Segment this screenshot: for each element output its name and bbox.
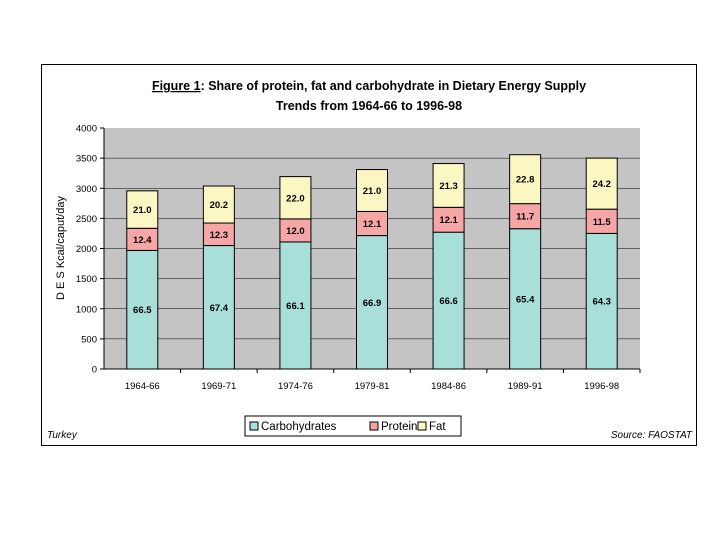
- legend-swatch-carbohydrates: [249, 421, 259, 431]
- source-note: Source: FAOSTAT: [611, 430, 693, 441]
- bar-segment-fat: [585, 157, 618, 210]
- bar-segment-carbohydrates: [432, 231, 465, 370]
- legend-box: [244, 415, 462, 437]
- bar-segment-carbohydrates: [509, 228, 542, 370]
- y-tick-label: 2000: [76, 244, 97, 255]
- x-tick-label: 1964-66: [125, 381, 160, 392]
- bar-stack-1989-91: 65.4 11.7 22.8: [509, 154, 542, 370]
- data-label-protein: 11.7: [516, 212, 534, 223]
- bar-segment-protein: [356, 210, 388, 237]
- data-label-fat: 21.0: [133, 205, 152, 216]
- data-label-carbohydrates: 67.4: [210, 303, 229, 314]
- bar-segment-fat: [356, 169, 388, 212]
- x-tick-labels: 1964-66 1969-71 1974-76 1979-81 1984-86 1989-…: [125, 369, 641, 392]
- data-label-protein: 12.3: [210, 230, 229, 241]
- country-note: Turkey: [47, 430, 78, 441]
- bar-stack-1979-81: 66.9 12.1 21.0: [356, 169, 388, 370]
- y-tick-label: 2500: [76, 214, 97, 225]
- data-label-fat: 24.2: [592, 179, 611, 190]
- legend-swatch-fat: [417, 421, 427, 431]
- bar-segment-carbohydrates: [202, 245, 235, 370]
- data-label-carbohydrates: 66.6: [439, 296, 458, 307]
- y-tick-label: 3500: [76, 154, 97, 165]
- bar-stack-1984-86: 66.6 12.1 21.3: [432, 163, 465, 370]
- bar-segment-fat: [509, 154, 542, 205]
- legend-label-fat: Fat: [429, 421, 446, 433]
- figure-frame: Figure 1: Share of protein, fat and carb…: [41, 64, 697, 446]
- chart-title: Figure 1: Share of protein, fat and carb…: [152, 79, 586, 93]
- data-label-protein: 12.1: [439, 215, 458, 226]
- x-tick-label: 1984-86: [431, 381, 466, 392]
- chart-area: Figure 1: Share of protein, fat and carb…: [47, 79, 693, 441]
- data-label-fat: 21.0: [363, 186, 382, 197]
- bar-segment-carbohydrates: [585, 232, 618, 370]
- stacked-bars: 66.5 12.4 21.0 67.4 12.3 20.2 66.1 12.0 22.0 66.9…: [126, 154, 618, 370]
- y-tick-label: 1500: [76, 274, 97, 285]
- data-label-protein: 12.4: [133, 235, 152, 246]
- x-tick-label: 1989-91: [508, 381, 543, 392]
- y-tick-label: 4000: [76, 124, 97, 135]
- bar-segment-carbohydrates: [279, 241, 312, 370]
- bar-segment-protein: [432, 206, 465, 233]
- data-label-fat: 21.3: [439, 181, 458, 192]
- data-label-protein: 12.1: [363, 219, 382, 230]
- data-label-protein: 11.5: [593, 217, 612, 228]
- y-tick-label: 0: [92, 365, 97, 376]
- bar-segment-fat: [432, 163, 465, 208]
- bar-segment-fat: [279, 176, 312, 220]
- title-text: : Share of protein, fat and carbohydrate…: [201, 79, 587, 93]
- legend-label-carbohydrates: Carbohydrates: [261, 421, 337, 433]
- y-tick-label: 1000: [76, 304, 97, 315]
- y-tick-label: 3000: [76, 184, 97, 195]
- bar-segment-protein: [585, 208, 618, 234]
- legend-swatch-protein: [369, 421, 379, 431]
- data-label-carbohydrates: 66.9: [363, 298, 382, 309]
- data-label-carbohydrates: 65.4: [516, 294, 535, 305]
- data-label-protein: 12.0: [286, 226, 305, 237]
- y-tick-label: 500: [81, 334, 97, 345]
- y-axis-label: D E S Kcal/caput/day: [55, 196, 67, 300]
- data-label-fat: 22.8: [516, 175, 535, 186]
- data-label-fat: 22.0: [286, 193, 305, 204]
- bar-stack-1964-66: 66.5 12.4 21.0: [126, 190, 159, 370]
- bar-segment-fat: [202, 185, 235, 224]
- bar-stack-1996-98: 64.3 11.5 24.2: [585, 157, 618, 370]
- bar-segment-fat: [126, 190, 159, 229]
- data-label-carbohydrates: 66.5: [133, 305, 152, 316]
- x-tick-label: 1974-76: [278, 381, 313, 392]
- y-tick-labels: 0 500 1000 1500 2000 2500 3000 3500 4000: [76, 124, 104, 376]
- x-tick-label: 1969-71: [201, 381, 236, 392]
- legend-label-protein: Protein: [381, 421, 417, 433]
- chart-subtitle: Trends from 1964-66 to 1996-98: [276, 99, 462, 113]
- legend: Carbohydrates Protein Fat: [244, 415, 462, 437]
- figure-label: Figure 1: [152, 79, 201, 93]
- bar-stack-1974-76: 66.1 12.0 22.0: [279, 176, 312, 370]
- bar-stack-1969-71: 67.4 12.3 20.2: [202, 185, 235, 370]
- data-label-carbohydrates: 64.3: [592, 297, 611, 308]
- data-label-fat: 20.2: [210, 200, 229, 211]
- x-tick-label: 1979-81: [355, 381, 390, 392]
- x-tick-label: 1996-98: [584, 381, 619, 392]
- data-label-carbohydrates: 66.1: [286, 301, 305, 312]
- bar-segment-protein: [509, 203, 542, 230]
